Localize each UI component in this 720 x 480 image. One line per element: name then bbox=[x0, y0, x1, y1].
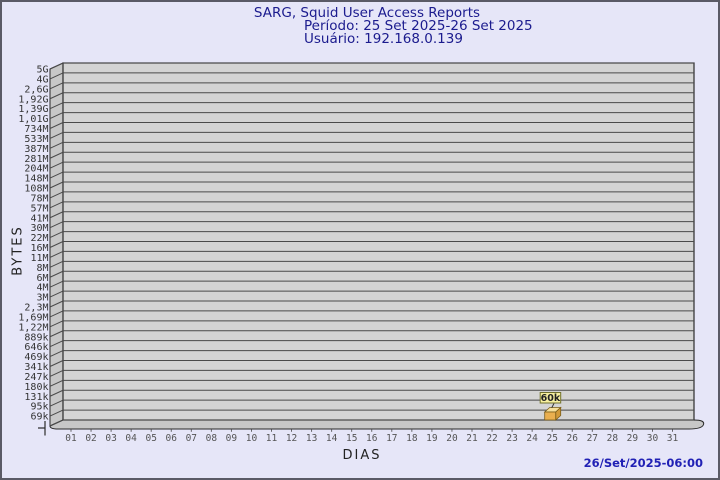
svg-text:17: 17 bbox=[386, 433, 397, 444]
x-axis-title: DIAS bbox=[342, 448, 382, 463]
chart-floor-3d bbox=[49, 419, 705, 430]
svg-text:131k: 131k bbox=[24, 392, 48, 403]
svg-text:26: 26 bbox=[567, 433, 579, 444]
svg-text:01: 01 bbox=[65, 433, 77, 444]
svg-text:5G: 5G bbox=[36, 65, 48, 76]
svg-text:04: 04 bbox=[125, 433, 137, 444]
svg-text:3M: 3M bbox=[36, 293, 48, 304]
svg-text:16: 16 bbox=[366, 433, 378, 444]
svg-text:10: 10 bbox=[246, 433, 258, 444]
svg-text:2,3M: 2,3M bbox=[24, 303, 48, 314]
svg-text:15: 15 bbox=[346, 433, 357, 444]
svg-text:180k: 180k bbox=[24, 382, 48, 393]
svg-text:69k: 69k bbox=[30, 412, 48, 423]
svg-text:30: 30 bbox=[647, 433, 659, 444]
axis-origin-marker bbox=[38, 421, 46, 436]
svg-text:1,39G: 1,39G bbox=[18, 104, 48, 115]
x-axis-ticks: 01 02 03 04 05 06 07 08 09 10 11 12 13 14 15 16 17 18 19 20… bbox=[65, 429, 678, 444]
svg-text:19: 19 bbox=[426, 433, 438, 444]
svg-text:4M: 4M bbox=[36, 283, 48, 294]
annotation-label: 60k bbox=[539, 392, 562, 409]
svg-text:09: 09 bbox=[226, 433, 238, 444]
svg-text:533M: 533M bbox=[24, 134, 48, 145]
svg-text:11M: 11M bbox=[30, 253, 48, 264]
svg-text:281M: 281M bbox=[24, 154, 48, 165]
svg-text:41M: 41M bbox=[30, 213, 48, 224]
svg-text:247k: 247k bbox=[24, 372, 48, 383]
svg-text:1,69M: 1,69M bbox=[18, 312, 48, 323]
svg-text:27: 27 bbox=[587, 433, 598, 444]
svg-text:8M: 8M bbox=[36, 263, 48, 274]
svg-text:14: 14 bbox=[326, 433, 338, 444]
report-user: Usuário: 192.168.0.139 bbox=[304, 31, 463, 47]
svg-text:21: 21 bbox=[466, 433, 478, 444]
svg-text:1,92G: 1,92G bbox=[18, 94, 48, 105]
svg-text:30M: 30M bbox=[30, 223, 48, 234]
svg-text:57M: 57M bbox=[30, 203, 48, 214]
svg-text:60k: 60k bbox=[541, 393, 561, 404]
svg-text:22: 22 bbox=[486, 433, 497, 444]
svg-text:148M: 148M bbox=[24, 174, 48, 185]
svg-text:889k: 889k bbox=[24, 332, 48, 343]
svg-text:469k: 469k bbox=[24, 352, 48, 363]
svg-text:1,01G: 1,01G bbox=[18, 114, 48, 125]
svg-text:23: 23 bbox=[506, 433, 517, 444]
svg-text:4G: 4G bbox=[36, 74, 48, 85]
svg-text:03: 03 bbox=[105, 433, 116, 444]
svg-text:25: 25 bbox=[546, 433, 557, 444]
data-bar-day-25 bbox=[543, 406, 562, 421]
y-axis-ticks: 5G4G2,6G1,92G1,39G1,01G734M533M387M281M2… bbox=[18, 65, 48, 423]
svg-text:07: 07 bbox=[186, 433, 197, 444]
svg-text:20: 20 bbox=[446, 433, 458, 444]
svg-text:204M: 204M bbox=[24, 164, 48, 175]
svg-text:29: 29 bbox=[627, 433, 639, 444]
gridlines bbox=[49, 62, 694, 427]
svg-text:78M: 78M bbox=[30, 193, 48, 204]
report-period: Período: 25 Set 2025-26 Set 2025 bbox=[304, 18, 533, 34]
svg-text:13: 13 bbox=[306, 433, 317, 444]
svg-text:734M: 734M bbox=[24, 124, 48, 135]
svg-text:18: 18 bbox=[406, 433, 418, 444]
svg-text:22M: 22M bbox=[30, 233, 48, 244]
svg-text:08: 08 bbox=[206, 433, 218, 444]
svg-text:108M: 108M bbox=[24, 184, 48, 195]
svg-text:95k: 95k bbox=[30, 402, 48, 413]
report-title: SARG, Squid User Access Reports bbox=[253, 5, 481, 21]
svg-text:24: 24 bbox=[526, 433, 538, 444]
footer-timestamp: 26/Set/2025-06:00 bbox=[583, 456, 703, 470]
svg-text:31: 31 bbox=[667, 433, 679, 444]
svg-text:28: 28 bbox=[607, 433, 619, 444]
svg-text:06: 06 bbox=[166, 433, 178, 444]
svg-text:341k: 341k bbox=[24, 362, 48, 373]
svg-text:05: 05 bbox=[145, 433, 156, 444]
svg-text:11: 11 bbox=[266, 433, 278, 444]
svg-text:646k: 646k bbox=[24, 342, 48, 353]
svg-text:1,22M: 1,22M bbox=[18, 322, 48, 333]
svg-text:387M: 387M bbox=[24, 144, 48, 155]
svg-text:16M: 16M bbox=[30, 243, 48, 254]
y-axis-title: BYTES bbox=[10, 225, 26, 276]
svg-text:6M: 6M bbox=[36, 273, 48, 284]
svg-text:02: 02 bbox=[85, 433, 96, 444]
svg-text:2,6G: 2,6G bbox=[24, 84, 48, 95]
svg-text:12: 12 bbox=[286, 433, 297, 444]
